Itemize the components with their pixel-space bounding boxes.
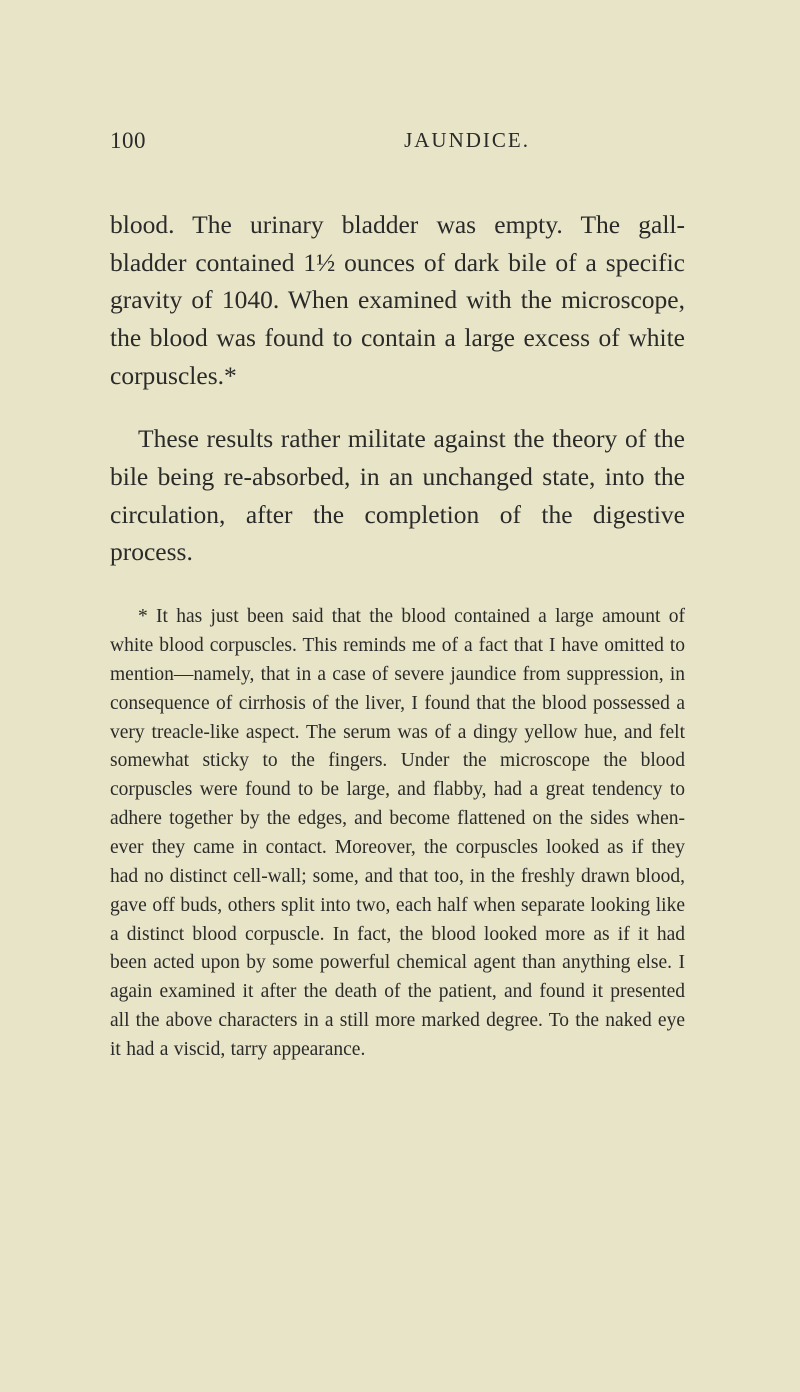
- body-paragraph: blood. The urinary bladder was empty. Th…: [110, 206, 685, 395]
- running-title: JAUNDICE.: [404, 128, 530, 154]
- footnote-text: * It has just been said that the blood c…: [110, 603, 685, 1065]
- footnote-block: * It has just been said that the blood c…: [110, 603, 685, 1065]
- page-number: 100: [110, 128, 146, 154]
- page-content: 100 JAUNDICE. blood. The urinary bladder…: [110, 128, 685, 1084]
- body-paragraph: These results rather militate against th…: [110, 420, 685, 571]
- running-header: 100 JAUNDICE.: [110, 128, 685, 154]
